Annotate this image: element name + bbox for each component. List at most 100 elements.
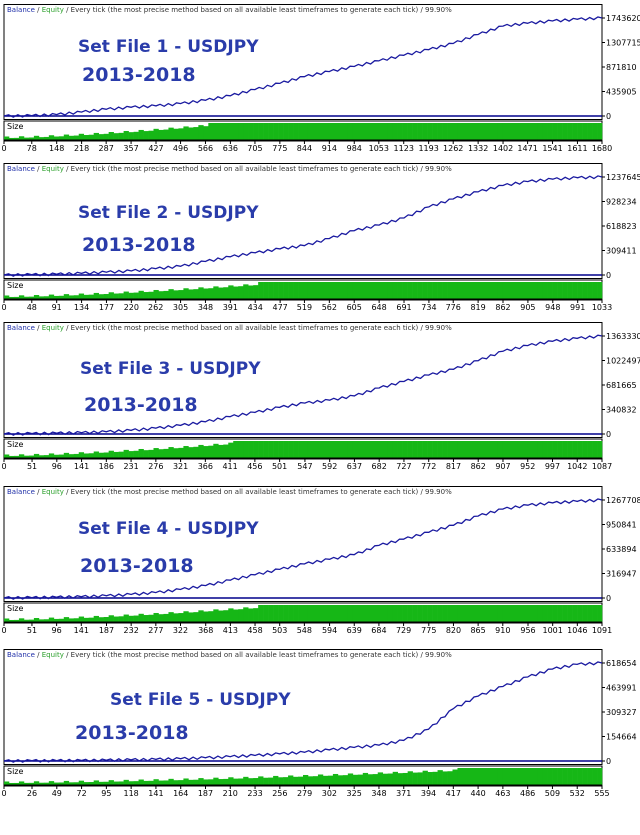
size-bar	[183, 611, 189, 622]
legend-separator: /	[35, 6, 42, 14]
size-bar	[243, 441, 249, 458]
size-bar	[357, 441, 364, 458]
size-bar	[218, 444, 224, 458]
size-bar	[228, 123, 234, 140]
size-bar	[4, 781, 10, 785]
size-bar	[208, 611, 214, 622]
size-bar	[372, 774, 379, 785]
size-bar	[273, 282, 279, 299]
size-bar	[547, 605, 553, 622]
size-bar	[138, 613, 144, 622]
size-bar	[28, 296, 35, 299]
size-bar	[482, 282, 488, 299]
size-bar	[8, 619, 15, 622]
y-tick-label: 618654	[606, 659, 637, 668]
x-tick-label: 905	[520, 303, 535, 312]
size-bar	[437, 282, 443, 299]
size-bar	[208, 445, 214, 458]
size-bar	[457, 123, 463, 140]
x-tick-label: 325	[347, 789, 362, 798]
size-bar	[303, 774, 309, 785]
size-bar	[432, 771, 438, 785]
size-bar	[447, 771, 453, 785]
x-tick-label: 862	[495, 303, 510, 312]
header-description: / Every tick (the most precise method ba…	[64, 324, 452, 332]
legend-separator: /	[35, 165, 42, 173]
size-bar	[168, 778, 174, 785]
x-tick-label: 1033	[592, 303, 612, 312]
size-bar	[48, 294, 55, 299]
size-bar	[78, 452, 85, 458]
size-bar	[367, 774, 374, 785]
size-bar	[228, 285, 234, 299]
size-bar	[88, 453, 94, 458]
size-bar	[273, 441, 279, 458]
size-bar	[312, 123, 319, 140]
size-bar	[497, 441, 503, 458]
size-bar	[103, 294, 109, 299]
size-bar	[28, 619, 35, 622]
size-bar	[312, 605, 319, 622]
y-tick-label: 309327	[606, 708, 637, 717]
size-bar	[432, 123, 438, 140]
size-bar	[572, 123, 578, 140]
size-bar	[462, 441, 468, 458]
size-bar	[33, 781, 40, 785]
size-bar	[88, 294, 94, 299]
size-bar	[13, 296, 20, 299]
size-bar	[397, 123, 403, 140]
x-tick-label: 231	[123, 462, 138, 471]
size-bar	[507, 123, 513, 140]
size-bar	[462, 605, 468, 622]
x-tick-label: 952	[520, 462, 535, 471]
size-bar	[312, 776, 319, 785]
size-bar	[477, 605, 483, 622]
size-bar	[108, 132, 114, 140]
size-bar	[268, 123, 274, 140]
x-tick-label: 220	[124, 303, 139, 312]
size-bar	[472, 123, 478, 140]
size-bar	[103, 133, 109, 140]
size-bar	[432, 605, 438, 622]
size-bar	[4, 295, 10, 299]
size-bar	[43, 296, 50, 299]
chart-header: Balance / Equity / Every tick (the most …	[7, 165, 452, 173]
size-bar	[597, 441, 603, 458]
x-tick-label: 496	[173, 144, 188, 153]
x-tick-label: 256	[272, 789, 287, 798]
size-bar	[138, 448, 144, 458]
size-bar	[562, 123, 568, 140]
size-bar	[118, 451, 124, 458]
size-bar	[58, 295, 65, 299]
size-bar	[342, 123, 349, 140]
size-bar	[567, 282, 573, 299]
size-bar	[582, 282, 588, 299]
size-bar	[93, 780, 99, 785]
size-bar	[198, 444, 204, 458]
size-bar	[273, 123, 279, 140]
size-bar	[382, 282, 389, 299]
size-bar	[572, 441, 578, 458]
size-bar	[587, 123, 593, 140]
size-bar	[13, 619, 20, 622]
x-tick-label: 509	[545, 789, 560, 798]
chart-panel-2: Balance / Equity / Every tick (the most …	[0, 163, 640, 313]
size-bar	[93, 132, 99, 140]
x-tick-label: 1042	[567, 462, 587, 471]
y-tick-label: 871810	[606, 63, 637, 72]
size-bar	[278, 441, 284, 458]
size-bar	[567, 441, 573, 458]
size-bar	[198, 287, 204, 299]
size-bar	[93, 292, 99, 299]
size-bar	[258, 441, 264, 458]
x-tick-label: 865	[470, 626, 485, 635]
y-tick-label: 0	[606, 757, 611, 766]
size-bar	[512, 282, 518, 299]
chart-header: Balance / Equity / Every tick (the most …	[7, 6, 452, 14]
chart-header: Balance / Equity / Every tick (the most …	[7, 488, 452, 496]
legend-balance: Balance	[7, 324, 35, 332]
size-bar	[123, 291, 129, 299]
x-tick-label: 277	[148, 626, 163, 635]
x-tick-label: 391	[223, 303, 238, 312]
size-bar	[263, 605, 269, 622]
